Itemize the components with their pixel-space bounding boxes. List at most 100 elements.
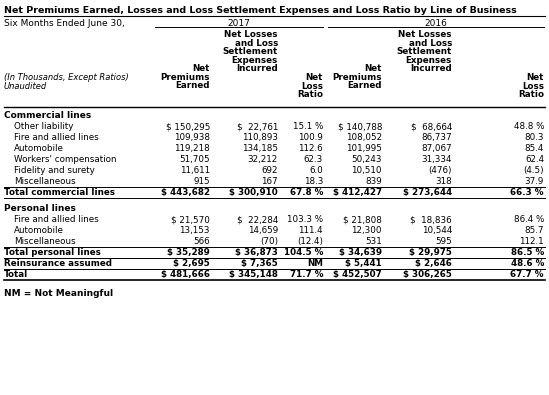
Text: Miscellaneous: Miscellaneous	[14, 237, 76, 246]
Text: 110,893: 110,893	[242, 133, 278, 142]
Text: 134,185: 134,185	[242, 144, 278, 153]
Text: 2016: 2016	[424, 19, 447, 28]
Text: Expenses: Expenses	[406, 56, 452, 64]
Text: 10,510: 10,510	[351, 166, 382, 175]
Text: Ratio: Ratio	[518, 90, 544, 99]
Text: $ 36,873: $ 36,873	[235, 248, 278, 257]
Text: Fidelity and surety: Fidelity and surety	[14, 166, 95, 175]
Text: (476): (476)	[429, 166, 452, 175]
Text: $  22,761: $ 22,761	[237, 122, 278, 131]
Text: $  22,284: $ 22,284	[237, 215, 278, 224]
Text: $ 300,910: $ 300,910	[229, 188, 278, 197]
Text: Net: Net	[365, 64, 382, 73]
Text: Premiums: Premiums	[160, 73, 210, 81]
Text: Automobile: Automobile	[14, 144, 64, 153]
Text: 37.9: 37.9	[525, 177, 544, 186]
Text: 62.3: 62.3	[304, 155, 323, 164]
Text: 2017: 2017	[228, 19, 250, 28]
Text: Settlement: Settlement	[397, 47, 452, 56]
Text: 839: 839	[365, 177, 382, 186]
Text: 31,334: 31,334	[422, 155, 452, 164]
Text: 85.7: 85.7	[524, 226, 544, 235]
Text: 50,243: 50,243	[351, 155, 382, 164]
Text: 112.1: 112.1	[519, 237, 544, 246]
Text: Incurred: Incurred	[410, 64, 452, 73]
Text: $ 2,646: $ 2,646	[415, 259, 452, 268]
Text: Net Premiums Earned, Losses and Loss Settlement Expenses and Loss Ratio by Line : Net Premiums Earned, Losses and Loss Set…	[4, 6, 517, 15]
Text: Unaudited: Unaudited	[4, 82, 47, 91]
Text: 318: 318	[435, 177, 452, 186]
Text: (4.5): (4.5)	[523, 166, 544, 175]
Text: 566: 566	[193, 237, 210, 246]
Text: $ 35,289: $ 35,289	[167, 248, 210, 257]
Text: Premiums: Premiums	[333, 73, 382, 81]
Text: 66.3 %: 66.3 %	[511, 188, 544, 197]
Text: Net Losses: Net Losses	[399, 30, 452, 39]
Text: (70): (70)	[260, 237, 278, 246]
Text: NM: NM	[307, 259, 323, 268]
Text: Commercial lines: Commercial lines	[4, 111, 91, 120]
Text: 18.3: 18.3	[304, 177, 323, 186]
Text: 86.4 %: 86.4 %	[514, 215, 544, 224]
Text: 692: 692	[261, 166, 278, 175]
Text: 119,218: 119,218	[174, 144, 210, 153]
Text: Personal lines: Personal lines	[4, 204, 76, 213]
Text: 80.3: 80.3	[524, 133, 544, 142]
Text: Net: Net	[306, 73, 323, 82]
Text: 67.7 %: 67.7 %	[511, 270, 544, 279]
Text: Incurred: Incurred	[236, 64, 278, 73]
Text: Automobile: Automobile	[14, 226, 64, 235]
Text: 13,153: 13,153	[180, 226, 210, 235]
Text: and Loss: and Loss	[408, 38, 452, 47]
Text: 85.4: 85.4	[525, 144, 544, 153]
Text: Loss: Loss	[522, 81, 544, 90]
Text: 100.9: 100.9	[298, 133, 323, 142]
Text: 86.5 %: 86.5 %	[511, 248, 544, 257]
Text: Net: Net	[526, 73, 544, 82]
Text: 10,544: 10,544	[422, 226, 452, 235]
Text: Six Months Ended June 30,: Six Months Ended June 30,	[4, 19, 125, 28]
Text: Total commercial lines: Total commercial lines	[4, 188, 115, 197]
Text: $ 452,507: $ 452,507	[333, 270, 382, 279]
Text: $ 21,570: $ 21,570	[171, 215, 210, 224]
Text: 167: 167	[261, 177, 278, 186]
Text: 62.4: 62.4	[525, 155, 544, 164]
Text: $ 150,295: $ 150,295	[166, 122, 210, 131]
Text: 101,995: 101,995	[346, 144, 382, 153]
Text: $ 2,695: $ 2,695	[173, 259, 210, 268]
Text: $ 140,788: $ 140,788	[338, 122, 382, 131]
Text: $  68,664: $ 68,664	[411, 122, 452, 131]
Text: (In Thousands, Except Ratios): (In Thousands, Except Ratios)	[4, 73, 129, 82]
Text: Total personal lines: Total personal lines	[4, 248, 101, 257]
Text: 67.8 %: 67.8 %	[290, 188, 323, 197]
Text: 595: 595	[435, 237, 452, 246]
Text: 109,938: 109,938	[174, 133, 210, 142]
Text: $ 5,441: $ 5,441	[345, 259, 382, 268]
Text: 51,705: 51,705	[180, 155, 210, 164]
Text: $ 306,265: $ 306,265	[403, 270, 452, 279]
Text: Reinsurance assumed: Reinsurance assumed	[4, 259, 112, 268]
Text: Loss: Loss	[301, 81, 323, 90]
Text: $ 345,148: $ 345,148	[229, 270, 278, 279]
Text: $ 443,682: $ 443,682	[161, 188, 210, 197]
Text: 112.6: 112.6	[298, 144, 323, 153]
Text: Earned: Earned	[348, 81, 382, 90]
Text: Total: Total	[4, 270, 28, 279]
Text: and Loss: and Loss	[234, 38, 278, 47]
Text: 71.7 %: 71.7 %	[289, 270, 323, 279]
Text: Earned: Earned	[176, 81, 210, 90]
Text: Net Losses: Net Losses	[225, 30, 278, 39]
Text: 48.6 %: 48.6 %	[511, 259, 544, 268]
Text: $ 34,639: $ 34,639	[339, 248, 382, 257]
Text: Ratio: Ratio	[297, 90, 323, 99]
Text: (12.4): (12.4)	[297, 237, 323, 246]
Text: Net: Net	[193, 64, 210, 73]
Text: $ 481,666: $ 481,666	[161, 270, 210, 279]
Text: 6.0: 6.0	[309, 166, 323, 175]
Text: $  18,836: $ 18,836	[410, 215, 452, 224]
Text: Settlement: Settlement	[223, 47, 278, 56]
Text: 104.5 %: 104.5 %	[284, 248, 323, 257]
Text: $ 412,427: $ 412,427	[333, 188, 382, 197]
Text: 14,659: 14,659	[248, 226, 278, 235]
Text: NM = Not Meaningful: NM = Not Meaningful	[4, 289, 113, 298]
